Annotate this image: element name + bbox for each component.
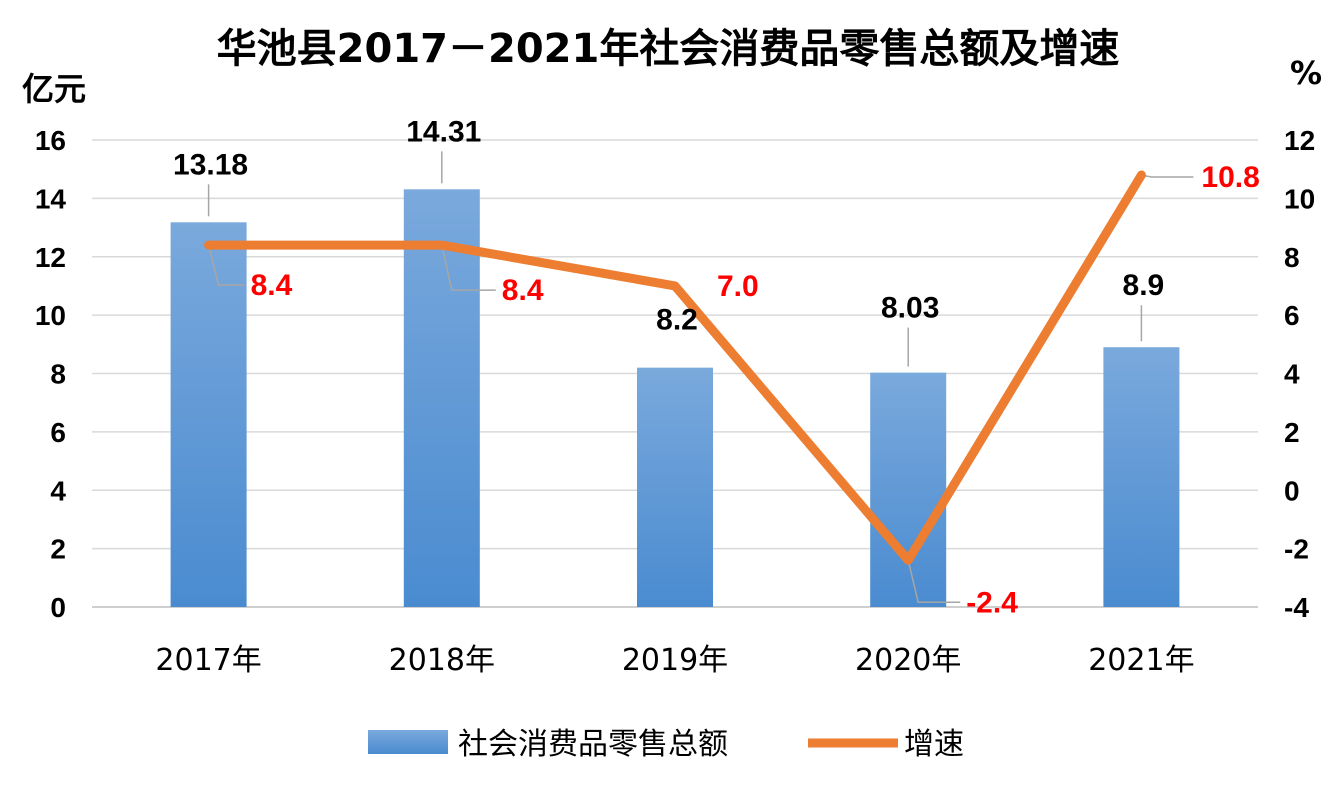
left-axis-ticks: 0 2 4 6 8 10 12 14 16 xyxy=(35,125,67,623)
bar-data-label: 8.2 xyxy=(656,304,698,337)
line-series xyxy=(204,170,1146,565)
line-point xyxy=(1137,171,1146,180)
legend-line-label: 增速 xyxy=(904,727,964,762)
line-point xyxy=(904,556,913,565)
right-tick-label: 12 xyxy=(1284,125,1315,156)
bar-data-label: 8.9 xyxy=(1123,269,1165,302)
right-axis-ticks: -4 -2 0 2 4 6 8 10 12 xyxy=(1284,125,1315,623)
bar xyxy=(403,189,480,607)
right-tick-label: 6 xyxy=(1284,300,1300,331)
leader-line xyxy=(907,560,961,604)
x-tick-label: 2021年 xyxy=(1088,643,1194,678)
x-axis-ticks: 2017年 2018年 2019年 2020年 2021年 xyxy=(155,643,1194,678)
left-axis-unit: 亿元 xyxy=(22,70,86,108)
label-leaders xyxy=(207,151,1194,604)
right-tick-label: 8 xyxy=(1284,242,1300,273)
bar-data-label: 14.31 xyxy=(406,115,481,148)
line-data-label: 7.0 xyxy=(717,270,759,303)
bar xyxy=(870,372,947,607)
bar-data-label: 8.03 xyxy=(881,292,939,325)
left-tick-label: 0 xyxy=(50,592,66,623)
line-data-label: 10.8 xyxy=(1201,161,1259,194)
bar-data-label: 13.18 xyxy=(173,148,248,181)
legend: 社会消费品零售总额 增速 xyxy=(368,727,964,762)
right-axis-unit: % xyxy=(1290,54,1322,92)
legend-bar-label: 社会消费品零售总额 xyxy=(458,727,728,762)
chart-title: 华池县2017－2021年社会消费品零售总额及增速 xyxy=(217,26,1120,72)
left-tick-label: 14 xyxy=(35,183,67,214)
bar-series xyxy=(170,189,1180,607)
left-tick-label: 4 xyxy=(50,475,66,506)
x-tick-label: 2017年 xyxy=(155,643,261,678)
right-tick-label: 2 xyxy=(1284,417,1300,448)
leader-line xyxy=(1141,174,1194,178)
left-tick-label: 8 xyxy=(50,359,66,390)
right-tick-label: 4 xyxy=(1284,359,1300,390)
line-point xyxy=(204,241,213,250)
line-data-labels: 8.4 8.4 7.0 -2.4 10.8 xyxy=(251,161,1260,619)
x-tick-label: 2019年 xyxy=(622,643,728,678)
line-data-label: 8.4 xyxy=(502,274,544,307)
line-point xyxy=(437,241,446,250)
left-tick-label: 10 xyxy=(35,300,66,331)
right-tick-label: 10 xyxy=(1284,183,1315,214)
x-tick-label: 2020年 xyxy=(855,643,961,678)
line-data-label: -2.4 xyxy=(966,586,1018,619)
left-tick-label: 2 xyxy=(50,534,66,565)
bar xyxy=(1103,347,1180,607)
right-tick-label: -4 xyxy=(1284,592,1309,623)
leader-line xyxy=(207,244,245,286)
bar xyxy=(170,222,247,607)
left-tick-label: 16 xyxy=(35,125,66,156)
right-tick-label: -2 xyxy=(1284,534,1309,565)
line-data-label: 8.4 xyxy=(251,269,293,302)
right-tick-label: 0 xyxy=(1284,475,1300,506)
left-tick-label: 6 xyxy=(50,417,66,448)
bar-data-labels: 13.18 14.31 8.2 8.03 8.9 xyxy=(173,115,1164,336)
legend-bar-swatch xyxy=(368,730,448,754)
left-tick-label: 12 xyxy=(35,242,66,273)
bar xyxy=(637,367,713,607)
x-tick-label: 2018年 xyxy=(389,643,495,678)
line-point xyxy=(671,281,679,290)
leader-line xyxy=(441,244,496,291)
